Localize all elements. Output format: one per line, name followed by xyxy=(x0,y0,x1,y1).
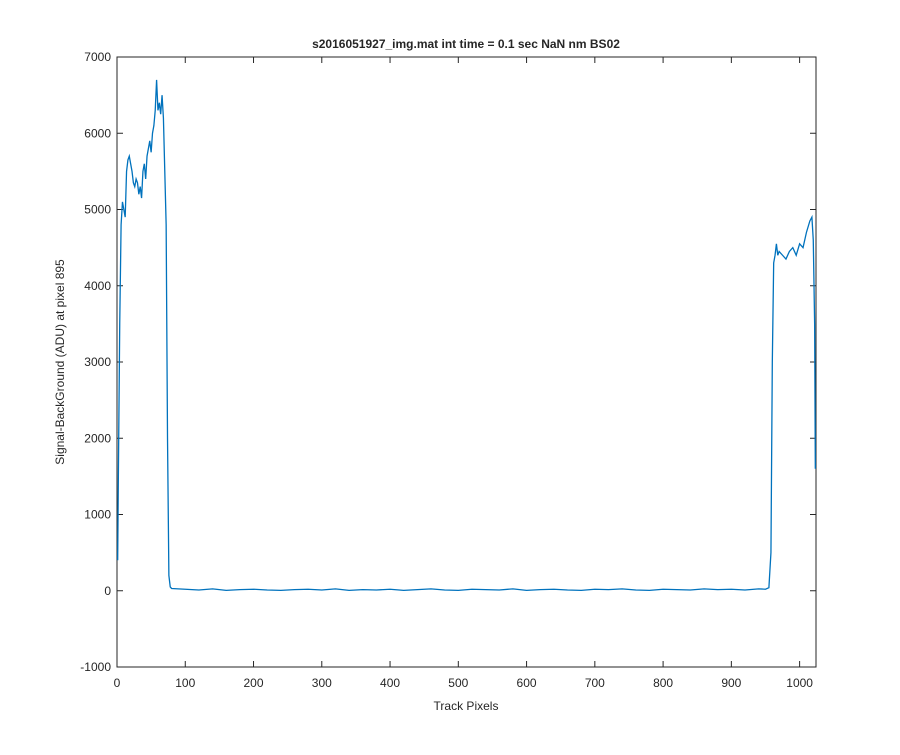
y-tick-label: 4000 xyxy=(84,279,111,293)
y-tick-label: 5000 xyxy=(84,203,111,217)
x-tick-label: 100 xyxy=(175,676,195,690)
y-tick-label: 7000 xyxy=(84,50,111,64)
x-tick-label: 300 xyxy=(312,676,332,690)
x-tick-label: 400 xyxy=(380,676,400,690)
x-tick-label: 1000 xyxy=(786,676,813,690)
x-axis-label: Track Pixels xyxy=(434,699,499,713)
y-axis-label: Signal-BackGround (ADU) at pixel 895 xyxy=(53,259,67,465)
x-tick-label: 900 xyxy=(721,676,741,690)
y-tick-label: -1000 xyxy=(80,660,111,674)
x-tick-label: 500 xyxy=(448,676,468,690)
x-tick-label: 600 xyxy=(517,676,537,690)
x-tick-label: 800 xyxy=(653,676,673,690)
y-tick-label: 3000 xyxy=(84,355,111,369)
x-tick-label: 700 xyxy=(585,676,605,690)
y-tick-label: 0 xyxy=(104,584,111,598)
axes-box xyxy=(116,56,817,668)
data-line xyxy=(117,79,816,592)
y-tick-label: 6000 xyxy=(84,126,111,140)
chart-title: s2016051927_img.mat int time = 0.1 sec N… xyxy=(312,37,620,51)
x-tick-label: 200 xyxy=(244,676,264,690)
y-tick-label: 1000 xyxy=(84,508,111,522)
x-tick-label: 0 xyxy=(114,676,121,690)
y-tick-label: 2000 xyxy=(84,431,111,445)
